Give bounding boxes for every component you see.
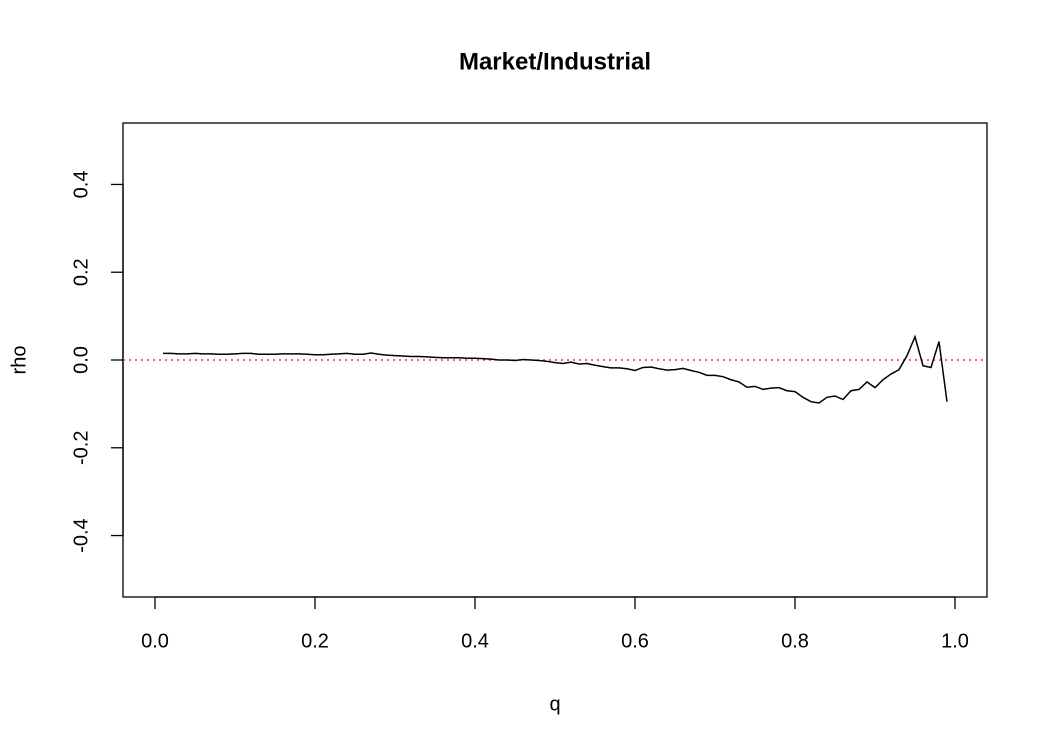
x-tick-label: 0.0 xyxy=(141,630,169,652)
x-tick-label: 0.4 xyxy=(461,630,489,652)
y-axis-label: rho xyxy=(8,346,30,375)
x-axis-label: q xyxy=(549,693,560,715)
y-tick-label: 0.4 xyxy=(70,171,92,199)
x-tick-label: 0.6 xyxy=(621,630,649,652)
y-tick-label: -0.4 xyxy=(70,518,92,552)
y-tick-label: -0.2 xyxy=(70,431,92,465)
x-tick-label: 0.8 xyxy=(781,630,809,652)
x-tick-label: 0.2 xyxy=(301,630,329,652)
y-tick-label: 0.0 xyxy=(70,346,92,374)
data-line xyxy=(163,334,948,404)
y-tick-label: 0.2 xyxy=(70,258,92,286)
chart-title: Market/Industrial xyxy=(459,48,651,75)
x-tick-label: 1.0 xyxy=(941,630,969,652)
